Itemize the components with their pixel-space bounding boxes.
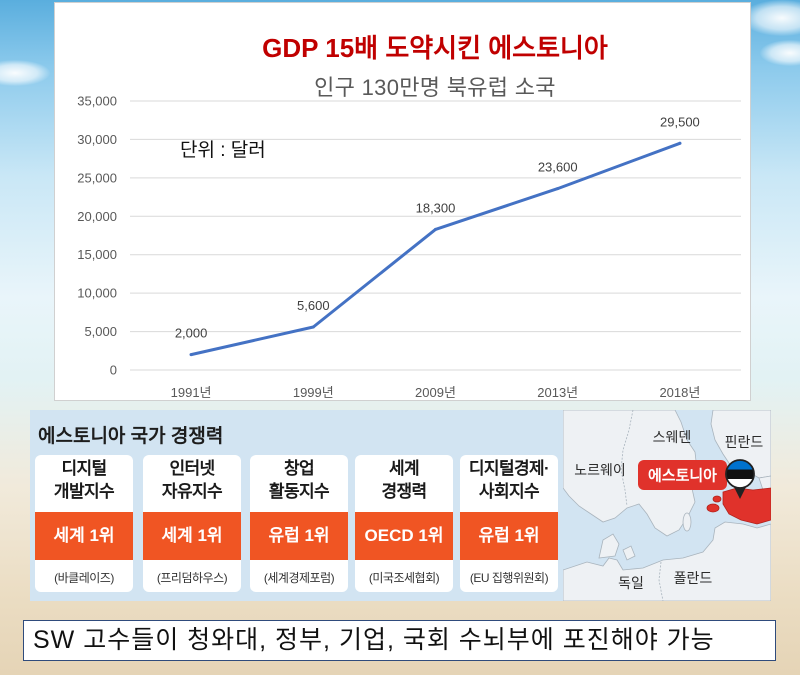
russia-land <box>758 475 771 491</box>
card-digital-development-index: 디지털 개발지수 세계 1위 (바클레이즈) <box>35 455 133 592</box>
map-label-estonia: 에스토니아 <box>648 468 717 485</box>
gotland-island <box>682 512 692 532</box>
y-tick-label: 15,000 <box>77 247 117 262</box>
data-point <box>189 353 193 357</box>
card-source: (미국조세협회) <box>368 571 440 585</box>
series-line <box>189 141 682 357</box>
map-label-finland: 핀란드 <box>725 434 764 450</box>
card-index-line: 개발지수 <box>53 482 115 501</box>
card-index-line: 세계 <box>388 459 420 478</box>
data-point <box>311 325 315 329</box>
x-tick-label: 1999년 <box>293 385 334 400</box>
data-label: 23,600 <box>538 160 578 175</box>
card-rank-badge: 세계 1위 <box>143 512 241 560</box>
card-digital-economy-society-index: 디지털경제· 사회지수 유럽 1위 (EU 집행위원회) <box>460 455 558 592</box>
competitiveness-panel: 에스토니아 국가 경쟁력 디지털 개발지수 세계 1위 (바클레이즈) 인터넷 … <box>30 410 771 601</box>
y-tick-label: 30,000 <box>77 132 117 147</box>
cloud-decoration <box>0 60 50 86</box>
card-index-line: 인터넷 <box>169 459 215 478</box>
card-rank-badge: 유럽 1위 <box>250 512 348 560</box>
unit-note: 단위 : 달러 <box>180 140 266 161</box>
card-index-name: 인터넷 자유지수 <box>143 457 241 503</box>
data-point <box>434 227 437 231</box>
estonia-callout: 에스토니아 <box>638 460 727 490</box>
map-label-sweden: 스웨덴 <box>653 429 692 445</box>
caption-box: SW 고수들이 청와대, 정부, 기업, 국회 수뇌부에 포진해야 가능 <box>23 620 776 661</box>
chart-title: GDP 15배 도약시킨 에스토니아 <box>262 33 608 63</box>
card-rank-badge: 유럽 1위 <box>460 512 558 560</box>
x-tick-label: 1991년 <box>171 385 212 400</box>
card-source: (EU 집행위원회) <box>469 571 549 585</box>
data-label: 29,500 <box>660 114 700 129</box>
card-world-competitiveness: 세계 경쟁력 OECD 1위 (미국조세협회) <box>355 455 453 592</box>
x-tick-label: 2009년 <box>415 385 456 400</box>
estonia-callout-pill <box>638 460 727 490</box>
germany-poland-border <box>658 561 664 601</box>
cloud-decoration <box>760 40 800 66</box>
estonia-flag-pin-icon <box>725 459 755 499</box>
map-label-norway: 노르웨이 <box>574 462 626 478</box>
continental-europe-land <box>563 521 771 601</box>
northern-europe-map: 스웨덴 핀란드 노르웨이 독일 폴란드 에스토니아 <box>563 410 771 601</box>
denmark-land <box>598 533 620 559</box>
card-index-line: 디지털경제· <box>468 459 550 478</box>
chart-subtitle: 인구 130만명 북유럽 소국 <box>314 75 556 100</box>
estonia-island <box>706 503 720 513</box>
gdp-chart-panel: 0 5,000 10,000 15,000 20,000 25,000 30,000 35,0… <box>55 3 750 400</box>
card-internet-freedom-index: 인터넷 자유지수 세계 1위 (프리덤하우스) <box>143 455 241 592</box>
data-label: 5,600 <box>297 298 330 313</box>
card-index-name: 디지털경제· 사회지수 <box>460 457 558 503</box>
flag-stripe-blue <box>726 460 754 470</box>
card-index-line: 활동지수 <box>268 482 330 501</box>
card-index-name: 세계 경쟁력 <box>355 457 453 503</box>
card-rank-badge: 세계 1위 <box>35 512 133 560</box>
caption-text: SW 고수들이 청와대, 정부, 기업, 국회 수뇌부에 포진해야 가능 <box>33 626 715 654</box>
data-point <box>678 141 682 145</box>
map-label-germany: 독일 <box>618 575 644 591</box>
card-source: (세계경제포럼) <box>263 571 335 585</box>
y-tick-label: 25,000 <box>77 170 117 185</box>
card-index-line: 디지털 <box>61 459 107 478</box>
danish-island <box>622 545 636 561</box>
pin-outline <box>725 459 755 489</box>
y-tick-label: 20,000 <box>77 209 117 224</box>
card-index-line: 자유지수 <box>161 482 223 501</box>
card-startup-activity-index: 창업 활동지수 유럽 1위 (세계경제포럼) <box>250 455 348 592</box>
flag-stripe-white <box>726 479 754 488</box>
flag-stripe-black <box>726 469 754 479</box>
x-tick-label: 2013년 <box>537 385 578 400</box>
gdp-line-chart: 0 5,000 10,000 15,000 20,000 25,000 30,000 35,0… <box>77 94 741 400</box>
card-index-line: 사회지수 <box>478 482 540 501</box>
card-index-name: 디지털 개발지수 <box>35 457 133 503</box>
card-index-name: 창업 활동지수 <box>250 457 348 503</box>
y-tick-label: 35,000 <box>77 94 117 109</box>
estonia-island <box>712 495 722 503</box>
y-tick-label: 0 <box>110 363 117 378</box>
y-tick-label: 5,000 <box>84 324 117 339</box>
card-source: (바클레이즈) <box>54 571 114 585</box>
flag-stripes <box>726 460 754 488</box>
scandinavia-land <box>563 410 698 537</box>
data-point <box>556 187 560 191</box>
card-rank-badge: OECD 1위 <box>355 512 453 560</box>
card-index-line: 경쟁력 <box>381 482 427 501</box>
map-label-poland: 폴란드 <box>674 570 713 586</box>
pin-tail <box>733 485 747 499</box>
card-source: (프리덤하우스) <box>156 571 228 585</box>
data-label: 18,300 <box>416 200 456 215</box>
data-label: 2,000 <box>175 326 208 341</box>
estonia-region <box>722 487 771 525</box>
card-index-line: 창업 <box>283 459 315 478</box>
norway-sweden-border <box>620 410 634 507</box>
cloud-decoration <box>742 0 800 36</box>
y-tick-label: 10,000 <box>77 286 117 301</box>
competitiveness-title: 에스토니아 국가 경쟁력 <box>38 426 224 447</box>
x-tick-label: 2018년 <box>659 385 700 400</box>
